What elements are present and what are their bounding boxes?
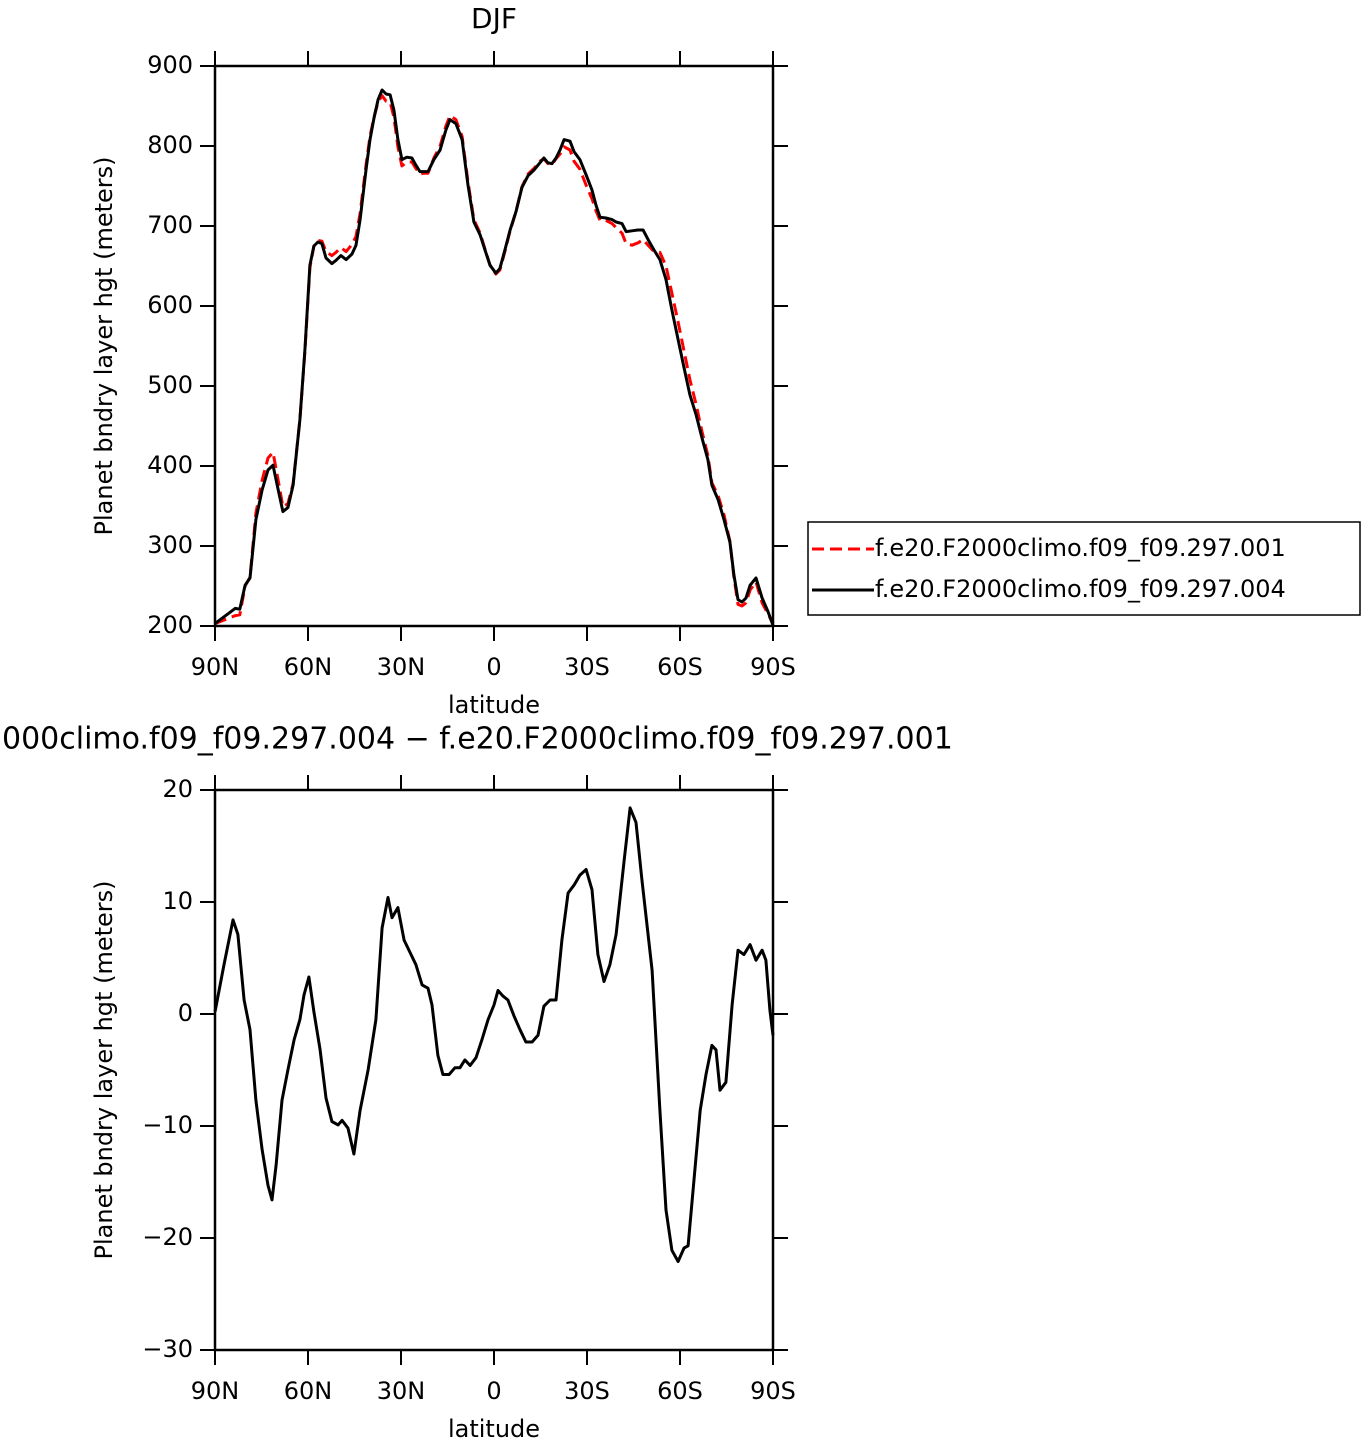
y-tick-label: 600	[147, 291, 193, 319]
y-tick-label: 400	[147, 451, 193, 479]
y-axis-label: Planet bndry layer hgt (meters)	[90, 157, 118, 536]
data-line	[214, 94, 775, 625]
y-tick-label: 900	[147, 51, 193, 79]
x-tick-label: 0	[486, 653, 501, 681]
x-tick-label: 60N	[284, 653, 333, 681]
y-tick-label: 20	[162, 775, 193, 803]
y-tick-label: −20	[142, 1223, 193, 1251]
x-tick-label: 0	[486, 1377, 501, 1405]
x-tick-label: 90S	[750, 653, 796, 681]
y-tick-label: 200	[147, 611, 193, 639]
legend-label: f.e20.F2000climo.f09_f09.297.001	[875, 534, 1286, 562]
x-tick-label: 60S	[657, 653, 703, 681]
y-tick-label: −10	[142, 1111, 193, 1139]
chart-title: 000climo.f09_f09.297.004 − f.e20.F2000cl…	[2, 722, 953, 757]
x-tick-label: 30N	[377, 653, 426, 681]
y-tick-label: 0	[178, 999, 193, 1027]
x-tick-label: 60S	[657, 1377, 703, 1405]
x-tick-label: 90S	[750, 1377, 796, 1405]
plot-frame	[213, 788, 775, 1352]
x-tick-label: 90N	[191, 653, 240, 681]
x-tick-label: 30S	[564, 1377, 610, 1405]
x-axis-label: latitude	[448, 691, 540, 719]
chart-title: DJF	[471, 2, 517, 35]
x-axis-label: latitude	[448, 1415, 540, 1443]
x-tick-label: 30N	[377, 1377, 426, 1405]
x-tick-label: 30S	[564, 653, 610, 681]
plot-frame	[213, 64, 775, 628]
legend-label: f.e20.F2000climo.f09_f09.297.004	[875, 575, 1286, 603]
data-line	[213, 806, 775, 1263]
y-tick-label: 700	[147, 211, 193, 239]
y-axis-label: Planet bndry layer hgt (meters)	[90, 881, 118, 1260]
data-line	[214, 88, 775, 626]
y-tick-label: 10	[162, 887, 193, 915]
x-tick-label: 90N	[191, 1377, 240, 1405]
y-tick-label: 800	[147, 131, 193, 159]
y-tick-label: 300	[147, 531, 193, 559]
y-tick-label: −30	[142, 1335, 193, 1363]
y-tick-label: 500	[147, 371, 193, 399]
x-tick-label: 60N	[284, 1377, 333, 1405]
legend-box	[807, 521, 1361, 616]
